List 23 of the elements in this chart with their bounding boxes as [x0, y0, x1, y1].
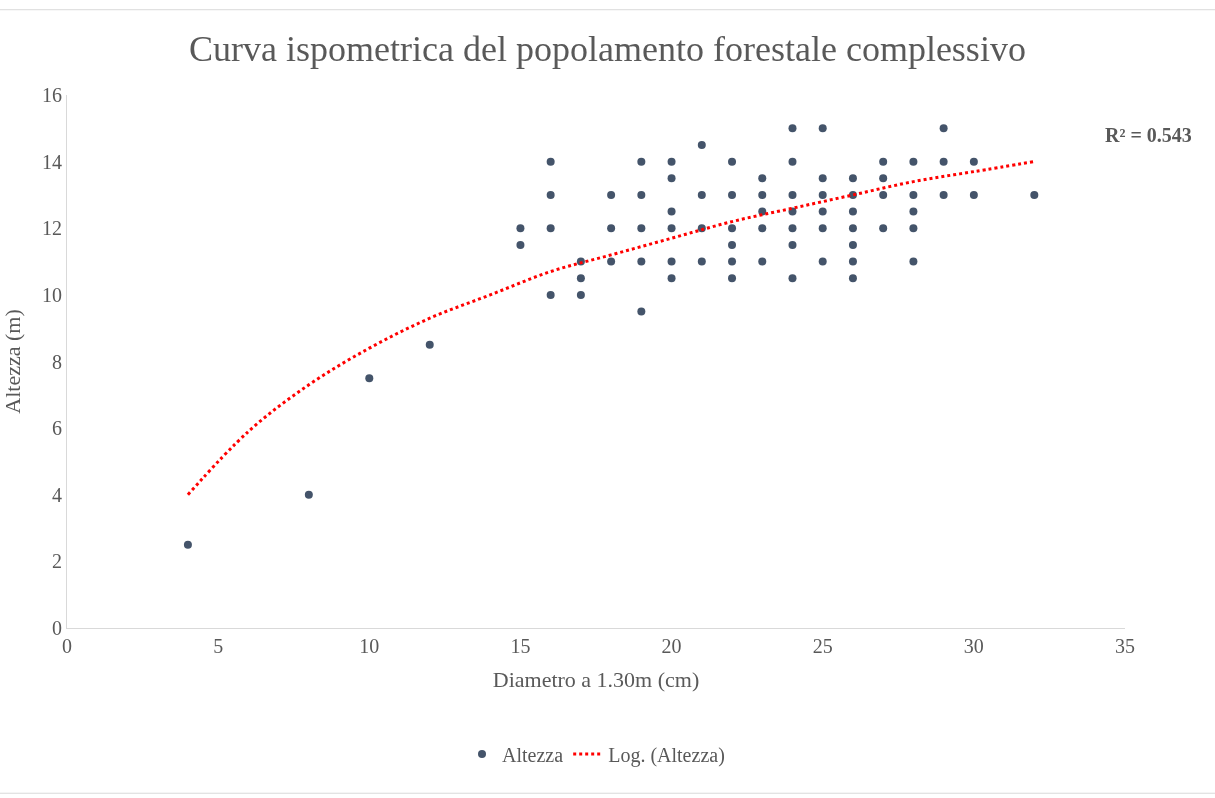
line-series	[186, 160, 1036, 497]
y-tick-label: 12	[42, 217, 62, 240]
x-axis-title: Diametro a 1.30m (cm)	[492, 666, 700, 692]
x-tick-label: 5	[213, 635, 224, 657]
y-tick-label: 14	[42, 150, 62, 173]
y-tick-label: 6	[52, 417, 62, 440]
y-tick-label: 0	[52, 617, 62, 639]
y-tick-label: 10	[42, 283, 62, 306]
annotation: R² = 0.543	[1105, 124, 1192, 146]
legend-label: Altezza	[502, 743, 564, 766]
x-tick-label: 25	[812, 635, 833, 657]
x-tick-label: 20	[661, 635, 682, 657]
x-tick-label: 15	[510, 635, 531, 657]
legend-label: Log. (Altezza)	[608, 743, 725, 767]
y-tick-label: 16	[42, 84, 62, 106]
y-axis-title: Altezza (m)	[0, 309, 25, 414]
x-tick-label: 10	[359, 635, 380, 657]
chart-title: Curva ispometrica del popolamento forestale complessivo	[189, 29, 1026, 70]
y-tick-label: 8	[52, 350, 62, 373]
x-tick-label: 35	[1115, 635, 1135, 657]
y-tick-label: 4	[52, 483, 62, 506]
x-tick-label: 30	[963, 635, 984, 657]
y-tick-label: 2	[52, 550, 62, 573]
